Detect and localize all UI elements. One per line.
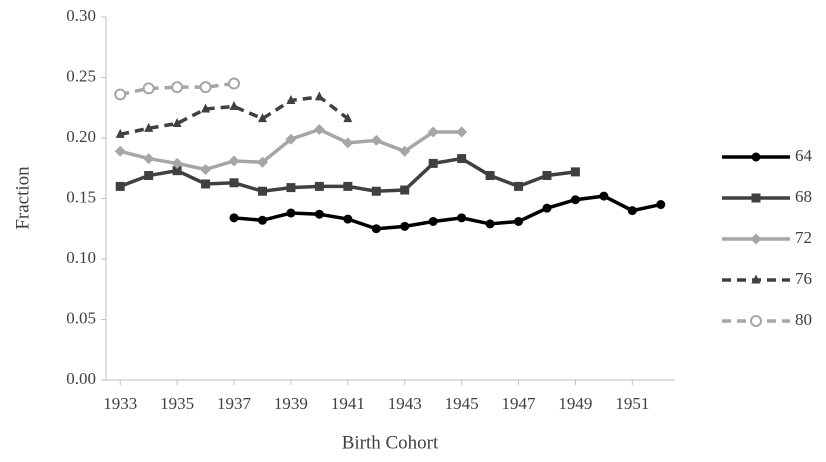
y-tick-label: 0.25 [66,66,96,85]
x-tick-label: 1943 [388,394,422,413]
point [542,203,552,213]
x-tick-label: 1935 [160,394,194,413]
point [114,88,127,101]
point [400,221,410,231]
point [599,191,609,201]
point [457,154,467,164]
point [286,208,296,218]
point [314,209,324,219]
legend-label: 64 [795,146,813,165]
point [370,134,382,146]
legend-label: 76 [795,269,812,288]
point [201,179,211,189]
point [256,156,268,168]
point [314,91,324,101]
point [286,94,296,104]
point [514,216,524,226]
point [115,128,125,138]
point [428,158,438,168]
point [542,171,552,181]
legend-marker [751,193,761,203]
x-axis-title: Birth Cohort [342,432,439,453]
point [286,183,296,193]
y-tick-label: 0.10 [66,248,96,267]
point [201,103,211,113]
point [285,133,297,145]
point [428,216,438,226]
y-tick-label: 0.30 [66,6,96,25]
x-tick-label: 1949 [558,394,592,413]
point [314,181,324,191]
point [343,214,353,224]
legend-marker [751,152,761,162]
legend-marker [750,315,762,327]
legend-label: 72 [795,228,812,247]
point [144,171,154,181]
y-axis-title: Fraction [12,166,33,230]
x-tick-label: 1941 [331,394,365,413]
legend-label: 80 [795,310,812,329]
y-tick-label: 0.20 [66,127,96,146]
point [427,126,439,138]
point [400,185,410,195]
point [343,181,353,191]
point [313,124,325,136]
point [171,81,184,94]
point [257,186,267,196]
point [229,178,239,188]
point [114,145,126,157]
point [144,122,154,132]
point [570,167,580,177]
point [399,145,411,157]
point [514,181,524,191]
point [200,163,212,175]
point [228,155,240,167]
point [656,200,666,210]
x-tick-label: 1947 [502,394,537,413]
point [485,171,495,181]
series-line [119,95,349,137]
point [229,213,239,223]
point [257,215,267,225]
point [171,157,183,169]
point [456,126,468,138]
x-tick-label: 1951 [615,394,649,413]
point [371,186,381,196]
point [115,181,125,191]
point [199,81,212,94]
y-tick-label: 0.00 [66,369,96,388]
point [143,153,155,165]
legend-marker [750,233,762,245]
point [229,101,239,111]
x-tick-label: 1939 [274,394,308,413]
point [342,137,354,149]
point [172,166,182,176]
point [570,195,580,205]
point [228,77,241,90]
point [343,113,353,123]
x-tick-label: 1933 [103,394,137,413]
legend-label: 68 [795,187,812,206]
legend-marker [751,274,761,284]
series-line [119,81,235,97]
y-tick-label: 0.15 [66,187,96,206]
point [457,213,467,223]
series-line [233,194,662,231]
point [627,206,637,216]
y-tick-label: 0.05 [66,308,96,327]
point [371,224,381,234]
x-tick-label: 1937 [217,394,252,413]
point [142,82,155,95]
x-tick-label: 1945 [445,394,479,413]
point [485,219,495,229]
point [257,113,267,123]
point [172,117,182,127]
